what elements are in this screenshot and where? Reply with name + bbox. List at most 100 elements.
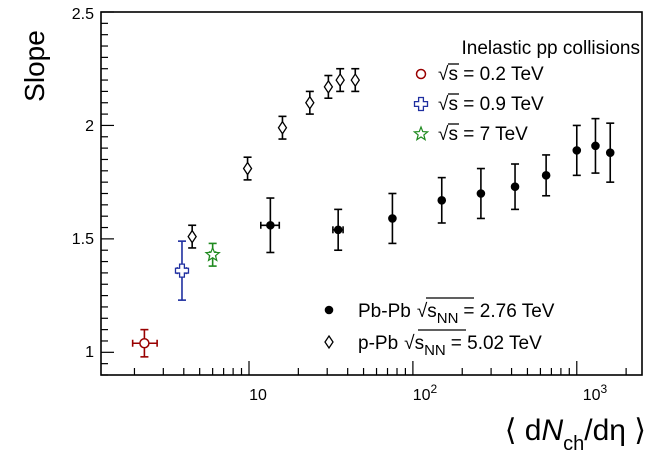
data-point xyxy=(187,224,197,249)
legend-symbol xyxy=(324,334,334,350)
legend-sqrt-0.2TeV: √ xyxy=(438,64,449,85)
data-point xyxy=(131,328,158,358)
data-point xyxy=(605,122,615,183)
point-marker-filled-circle xyxy=(266,220,275,230)
series-4 xyxy=(259,117,615,254)
point-marker-filled-circle xyxy=(591,141,600,151)
data-point xyxy=(204,242,221,267)
legend-text-7TeV: s = 7 TeV xyxy=(448,124,528,145)
data-point xyxy=(437,176,447,224)
x-axis-label: ⟨ dNch/dη ⟩ xyxy=(505,414,646,455)
x-tick-exp-100: 2 xyxy=(431,382,438,396)
legend-pbpb-sqrt: √ xyxy=(417,301,428,322)
x-tick-label-10: 10 xyxy=(249,387,267,404)
y-tick-label-2: 2 xyxy=(85,118,94,135)
axis-ticks xyxy=(101,11,627,376)
legend-marker-filled-circle xyxy=(324,305,334,315)
point-marker-filled-circle xyxy=(510,182,520,191)
x-label-open: ⟨ d xyxy=(505,414,542,447)
data-point xyxy=(541,154,551,197)
point-marker-open-diamond xyxy=(305,95,315,110)
legend-label-7TeV: √s = 7 TeV xyxy=(438,124,528,145)
legend-symbol xyxy=(415,68,427,80)
point-marker-filled-circle xyxy=(388,214,397,223)
legend-top: Inelastic pp collisions √s = 0.2 TeV √s … xyxy=(412,38,640,145)
data-points xyxy=(131,67,615,358)
data-point xyxy=(388,192,397,245)
y-tick-label-2.5: 2.5 xyxy=(72,6,94,23)
series-1 xyxy=(174,240,190,301)
x-tick-label-1000: 103 xyxy=(583,382,608,404)
point-marker-open-diamond xyxy=(187,229,197,244)
point-marker-filled-circle xyxy=(605,148,615,157)
x-tick-exp-1000: 3 xyxy=(601,382,608,396)
legend-marker-open-cross xyxy=(413,96,429,112)
point-marker-open-diamond xyxy=(335,72,345,88)
legend-pbpb-sub: NN xyxy=(437,310,459,327)
legend-symbol xyxy=(412,125,430,142)
legend-pbpb-name: Pb-Pb xyxy=(358,301,411,322)
series-3 xyxy=(187,67,361,249)
data-point xyxy=(277,115,288,140)
x-tick-labels: 10 102 103 xyxy=(249,382,607,404)
data-point xyxy=(323,74,334,100)
y-tick-label-1.5: 1.5 xyxy=(72,231,94,248)
x-label-var: N xyxy=(541,414,563,447)
point-marker-open-cross xyxy=(174,263,190,278)
data-point xyxy=(591,117,600,174)
legend-marker-open-star xyxy=(412,125,430,142)
legend-symbol xyxy=(324,305,334,315)
point-marker-open-circle xyxy=(139,337,150,349)
legend-entry-0.9TeV: √s = 0.9 TeV xyxy=(413,93,544,115)
x-tick-base-1000: 10 xyxy=(583,387,601,404)
data-point xyxy=(242,156,253,181)
series-2 xyxy=(204,242,221,267)
data-point xyxy=(476,167,486,220)
legend-label-0.9TeV: √s = 0.9 TeV xyxy=(438,94,544,115)
legend-sqrt-0.9TeV: √ xyxy=(438,94,449,115)
legend-bottom: Pb-Pb √sNN = 2.76 TeV p-Pb √sNN = 5.02 TeV xyxy=(324,297,555,359)
data-point xyxy=(332,208,344,252)
point-marker-open-star xyxy=(204,246,221,262)
point-marker-open-diamond xyxy=(323,79,334,95)
point-marker-filled-circle xyxy=(437,196,447,205)
point-marker-filled-circle xyxy=(541,171,551,180)
point-marker-filled-circle xyxy=(476,189,486,198)
point-marker-filled-circle xyxy=(572,146,582,155)
x-label-sub: ch xyxy=(563,433,584,455)
legend-top-title: Inelastic pp collisions xyxy=(462,38,640,59)
legend-ppb-sub: NN xyxy=(424,342,446,359)
legend-entry-0.2TeV: √s = 0.2 TeV xyxy=(415,63,544,85)
point-marker-filled-circle xyxy=(333,225,343,235)
point-marker-open-diamond xyxy=(242,161,253,176)
legend-ppb-name: p-Pb xyxy=(358,333,398,354)
series-0 xyxy=(131,328,158,358)
legend-ppb-sqrt: √ xyxy=(404,333,415,354)
legend-pbpb-var: s xyxy=(427,301,437,322)
data-point xyxy=(510,163,520,211)
point-marker-open-diamond xyxy=(277,120,288,135)
y-tick-labels: 1 1.5 2 2.5 xyxy=(72,6,94,361)
data-point xyxy=(335,67,345,93)
legend-entry-pbpb: Pb-Pb √sNN = 2.76 TeV xyxy=(324,297,555,327)
data-point xyxy=(305,90,315,115)
legend-label-0.2TeV: √s = 0.2 TeV xyxy=(438,64,544,85)
legend-marker-open-diamond xyxy=(324,334,334,350)
legend-label-ppb: p-Pb √sNN = 5.02 TeV xyxy=(358,333,542,359)
legend-text-0.2TeV: s = 0.2 TeV xyxy=(448,64,544,85)
data-point xyxy=(259,197,281,254)
legend-label-pbpb: Pb-Pb √sNN = 2.76 TeV xyxy=(358,301,555,327)
legend-ppb-var: s xyxy=(415,333,425,354)
data-point xyxy=(174,240,190,301)
legend-symbol xyxy=(413,96,429,112)
data-point xyxy=(572,124,582,177)
legend-sqrt-7TeV: √ xyxy=(438,124,449,145)
point-marker-open-diamond xyxy=(350,72,361,88)
legend-marker-open-circle xyxy=(415,68,427,80)
x-label-close: /dη ⟩ xyxy=(584,414,646,447)
y-tick-label-1: 1 xyxy=(85,344,94,361)
x-tick-base-100: 10 xyxy=(413,387,431,404)
legend-entry-7TeV: √s = 7 TeV xyxy=(412,123,528,145)
legend-text-0.9TeV: s = 0.9 TeV xyxy=(448,94,544,115)
